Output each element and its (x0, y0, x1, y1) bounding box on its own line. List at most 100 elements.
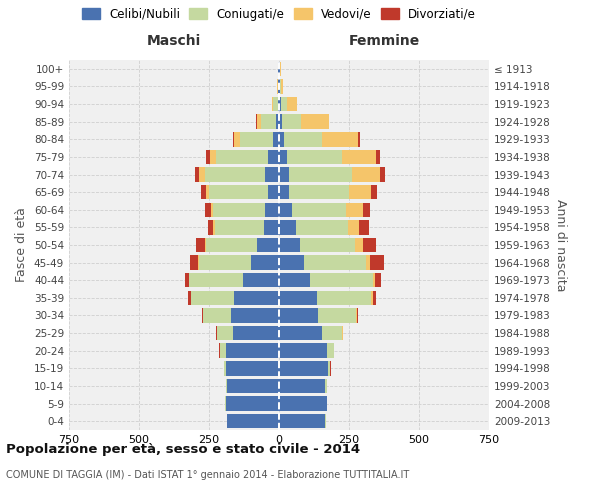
Bar (251, 256, 279, 270)
Bar (279, 202, 292, 217)
Bar (213, 220, 215, 234)
Bar (206, 238, 257, 252)
Bar (199, 256, 251, 270)
Bar (234, 132, 240, 146)
Bar (279, 344, 326, 358)
Bar (185, 273, 189, 287)
Bar (326, 396, 328, 411)
Text: COMUNE DI TAGGIA (IM) - Dati ISTAT 1° gennaio 2014 - Elaborazione TUTTITALIA.IT: COMUNE DI TAGGIA (IM) - Dati ISTAT 1° ge… (6, 470, 409, 480)
Bar (279, 290, 317, 305)
Bar (188, 290, 191, 305)
Bar (205, 168, 265, 181)
Bar (356, 308, 357, 322)
Bar (310, 273, 373, 287)
Bar (279, 273, 310, 287)
Bar (280, 62, 281, 76)
Bar (357, 308, 358, 322)
Bar (279, 114, 283, 129)
Bar (216, 150, 268, 164)
Bar (234, 290, 279, 305)
Y-axis label: Fasce di età: Fasce di età (16, 208, 28, 282)
Bar (226, 344, 279, 358)
Bar (279, 414, 325, 428)
Bar (279, 97, 281, 112)
Bar (373, 290, 376, 305)
Bar (206, 150, 211, 164)
Bar (226, 396, 279, 411)
Bar (322, 132, 358, 146)
Bar (199, 168, 205, 181)
Bar (257, 238, 279, 252)
Bar (233, 326, 279, 340)
Bar (195, 168, 199, 181)
Bar (279, 220, 296, 234)
Bar (261, 114, 276, 129)
Bar (352, 168, 380, 181)
Bar (279, 308, 318, 322)
Bar (220, 344, 226, 358)
Bar (213, 202, 265, 217)
Bar (274, 132, 279, 146)
Bar (216, 326, 217, 340)
Bar (281, 79, 283, 94)
Bar (284, 132, 322, 146)
Bar (363, 202, 370, 217)
Bar (278, 97, 279, 112)
Bar (301, 114, 329, 129)
Bar (226, 378, 227, 393)
Bar (233, 132, 234, 146)
Bar (191, 290, 234, 305)
Bar (279, 238, 300, 252)
Bar (325, 378, 326, 393)
Bar (242, 273, 279, 287)
Bar (206, 185, 209, 200)
Bar (272, 97, 274, 112)
Text: Femmine: Femmine (349, 34, 419, 48)
Bar (279, 256, 304, 270)
Bar (265, 168, 279, 181)
Bar (292, 202, 346, 217)
Bar (289, 168, 352, 181)
Bar (263, 220, 279, 234)
Bar (370, 256, 384, 270)
Bar (190, 273, 242, 287)
Bar (347, 220, 359, 234)
Bar (265, 202, 279, 217)
Y-axis label: Anni di nascita: Anni di nascita (554, 198, 567, 291)
Bar (279, 168, 289, 181)
Bar (215, 220, 263, 234)
Bar (355, 238, 363, 252)
Bar (358, 132, 359, 146)
Bar (227, 414, 279, 428)
Bar (287, 150, 342, 164)
Bar (190, 256, 199, 270)
Bar (326, 344, 334, 358)
Bar (279, 150, 287, 164)
Bar (279, 378, 325, 393)
Bar (209, 185, 268, 200)
Legend: Celibi/Nubili, Coniugati/e, Vedovi/e, Divorziati/e: Celibi/Nubili, Coniugati/e, Vedovi/e, Di… (77, 3, 481, 26)
Bar (373, 273, 375, 287)
Bar (205, 238, 206, 252)
Bar (203, 308, 232, 322)
Bar (200, 185, 206, 200)
Text: Maschi: Maschi (147, 34, 201, 48)
Bar (211, 150, 216, 164)
Bar (279, 185, 289, 200)
Bar (196, 238, 205, 252)
Bar (268, 185, 279, 200)
Bar (371, 290, 373, 305)
Bar (257, 114, 261, 129)
Bar (317, 290, 371, 305)
Bar (279, 79, 280, 94)
Bar (359, 220, 368, 234)
Bar (375, 273, 380, 287)
Bar (349, 185, 371, 200)
Bar (280, 79, 281, 94)
Bar (208, 220, 213, 234)
Bar (279, 132, 284, 146)
Bar (205, 202, 211, 217)
Bar (227, 378, 279, 393)
Bar (226, 361, 279, 376)
Bar (211, 202, 213, 217)
